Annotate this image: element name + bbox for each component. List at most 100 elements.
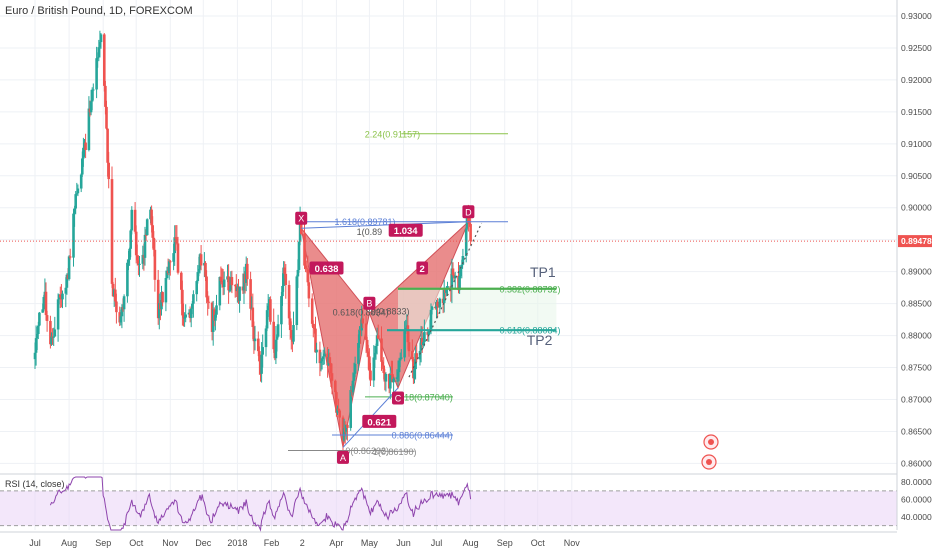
candle-body bbox=[382, 365, 385, 373]
candle-body bbox=[337, 408, 340, 411]
price-tick-label: 0.91000 bbox=[901, 139, 932, 149]
candle-body bbox=[172, 253, 175, 262]
fib-level-label: 1.618(0.89781) bbox=[334, 217, 395, 227]
candle-body bbox=[352, 373, 356, 381]
candle-body bbox=[336, 408, 339, 413]
candle-body bbox=[246, 263, 249, 280]
candle-body bbox=[34, 338, 38, 353]
candle-body bbox=[214, 314, 217, 321]
candle-body bbox=[136, 255, 139, 261]
candle-body bbox=[257, 338, 260, 352]
candle-body bbox=[367, 351, 370, 357]
ratio-badge bbox=[362, 414, 397, 428]
time-tick-label: Feb bbox=[264, 538, 280, 548]
candle-body bbox=[266, 305, 270, 311]
candle-body bbox=[114, 289, 117, 302]
candle-body bbox=[260, 354, 263, 374]
candle-body bbox=[411, 351, 414, 360]
candle-body bbox=[103, 34, 106, 86]
candle-body bbox=[430, 306, 434, 310]
time-tick-label: Sep bbox=[497, 538, 513, 548]
candle-body bbox=[319, 361, 323, 364]
candle-body bbox=[297, 241, 301, 270]
candle-body bbox=[395, 377, 399, 379]
candle-body bbox=[37, 325, 40, 335]
target-label: TP2 bbox=[527, 332, 553, 348]
candle-body bbox=[143, 234, 147, 258]
candle-body bbox=[96, 57, 99, 59]
rsi-label: RSI (14, close) bbox=[5, 479, 65, 489]
candle-body bbox=[184, 314, 187, 318]
time-tick-label: May bbox=[361, 538, 379, 548]
candle-body bbox=[84, 142, 87, 150]
candle-body bbox=[228, 289, 231, 291]
candle-body bbox=[105, 106, 108, 129]
pattern-overlays: 2.24(0.91157) 1.618(0.89781) 0.382(0.88732… bbox=[0, 129, 897, 470]
candle-body bbox=[76, 188, 80, 194]
candle-body bbox=[415, 353, 418, 360]
candle-body bbox=[206, 297, 209, 302]
fib-level-label: 0.886(0.86444) bbox=[392, 431, 453, 441]
pattern-point-badge bbox=[295, 211, 308, 225]
candle-body bbox=[389, 373, 392, 389]
candle-body bbox=[161, 292, 164, 303]
candle-body bbox=[280, 296, 283, 325]
candle-body bbox=[275, 336, 279, 340]
candle-body bbox=[338, 410, 341, 418]
candle-body bbox=[422, 342, 425, 346]
candle-body bbox=[133, 209, 137, 232]
pattern-point-badge bbox=[462, 205, 475, 219]
candle-body bbox=[330, 373, 334, 381]
rsi-pane: RSI (14, close) bbox=[0, 473, 897, 532]
pattern-point-badge bbox=[392, 391, 404, 405]
candle-body bbox=[346, 424, 349, 428]
candle-body bbox=[189, 308, 193, 319]
candle-body bbox=[460, 264, 464, 269]
time-tick-label: Aug bbox=[61, 538, 77, 548]
candle-body bbox=[450, 268, 454, 290]
price-candles bbox=[33, 30, 472, 453]
candle-body bbox=[442, 290, 446, 304]
candle-body bbox=[95, 58, 98, 90]
candle-body bbox=[427, 331, 431, 335]
xd-leg-line bbox=[301, 221, 469, 229]
candle-body bbox=[420, 337, 424, 346]
candle-body bbox=[53, 329, 57, 337]
candle-body bbox=[453, 275, 457, 279]
candle-body bbox=[265, 310, 269, 329]
candle-body bbox=[65, 274, 69, 288]
candle-body bbox=[334, 380, 337, 393]
candle-body bbox=[374, 345, 378, 353]
candle-body bbox=[104, 85, 107, 107]
candle-body bbox=[106, 128, 109, 163]
candle-body bbox=[79, 174, 83, 189]
candle-body bbox=[164, 278, 168, 303]
candle-body bbox=[451, 268, 455, 276]
grid bbox=[0, 0, 897, 530]
candle-body bbox=[56, 299, 60, 330]
candle-body bbox=[413, 369, 416, 379]
candle-body bbox=[33, 352, 37, 360]
candle-body bbox=[459, 268, 462, 276]
candle-body bbox=[110, 179, 114, 284]
candle-body bbox=[156, 279, 160, 319]
price-tick-label: 0.90500 bbox=[901, 171, 932, 181]
dotted-trendline bbox=[408, 222, 483, 378]
candle-body bbox=[122, 296, 126, 310]
candle-body bbox=[398, 358, 402, 361]
candle-body bbox=[158, 303, 161, 319]
candle-body bbox=[342, 428, 346, 441]
candle-body bbox=[45, 315, 49, 321]
ratio-label: 0.638 bbox=[315, 264, 339, 275]
time-tick-label: Jul bbox=[431, 538, 443, 548]
candle-body bbox=[305, 268, 308, 270]
candle-body bbox=[303, 233, 306, 266]
price-axis-panel bbox=[897, 0, 932, 550]
candle-body bbox=[315, 349, 318, 353]
candle-body bbox=[438, 298, 442, 308]
time-tick-label: Jul bbox=[29, 538, 41, 548]
current-price-label: 0.89478 bbox=[901, 236, 932, 246]
overlap-label: 0(0.8833) bbox=[371, 306, 410, 316]
candle-body bbox=[283, 267, 286, 274]
candle-body bbox=[44, 291, 48, 316]
